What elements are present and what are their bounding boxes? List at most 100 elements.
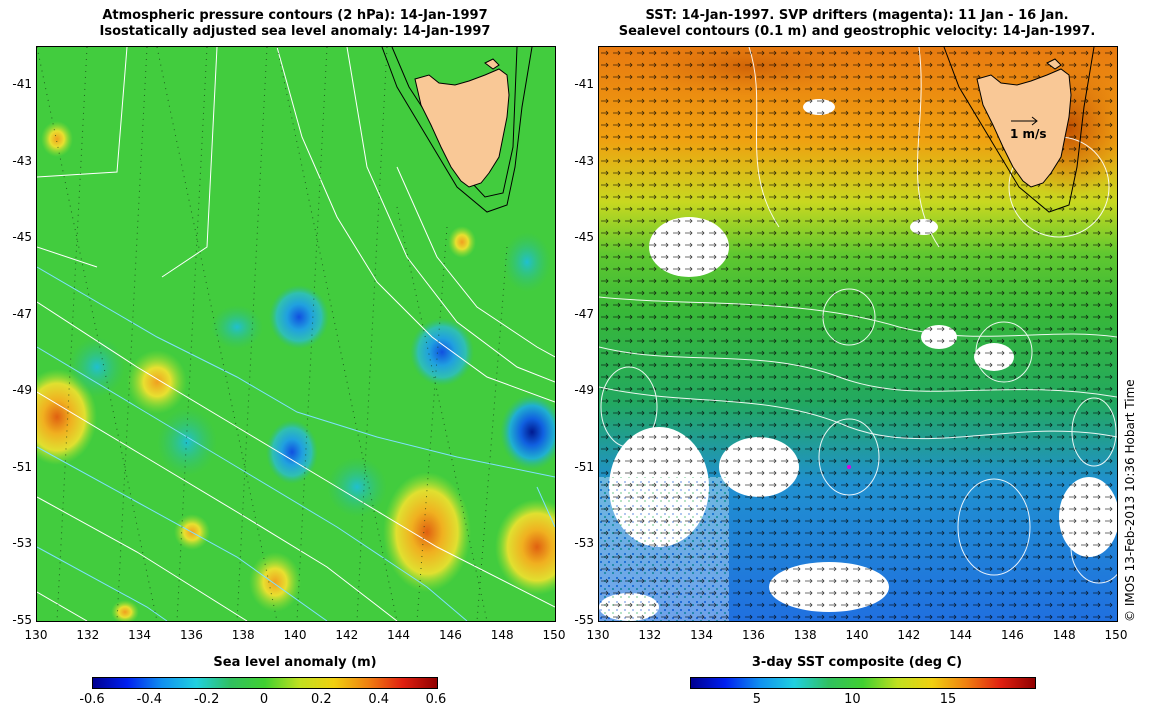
longitude-tick-label: 150 — [1104, 628, 1128, 642]
pressure-contour — [276, 47, 555, 403]
latitude-tick-label: -45 — [12, 230, 32, 245]
ssh-low-eddy — [269, 285, 329, 349]
colorbar-tick-label: 0.4 — [368, 692, 389, 707]
pressure-contour — [161, 47, 218, 278]
ssh-high-eddy — [41, 121, 73, 157]
colorbar-tick-label: 0.6 — [425, 692, 447, 707]
ssh-low-eddy — [503, 232, 551, 292]
ssh-low-eddy — [69, 337, 125, 397]
ssh-high-eddy — [249, 552, 301, 612]
sst-colorbar — [690, 677, 1036, 689]
latitude-tick-label: -43 — [12, 153, 32, 168]
ssh-low-eddy — [410, 318, 474, 386]
latitude-tick-label: -55 — [12, 613, 32, 627]
left-colorbar-title: Sea level anomaly (m) — [213, 655, 377, 670]
ssh-low-eddy — [500, 394, 555, 470]
right-map-title: SST: 14-Jan-1997. SVP drifters (magenta)… — [598, 8, 1116, 40]
longitude-tick-label: 148 — [490, 628, 514, 642]
pressure-contour — [37, 496, 248, 621]
longitude-tick-label: 136 — [741, 628, 765, 642]
pressure-contour — [37, 346, 468, 621]
tasmania-island — [484, 58, 500, 70]
sea-level-anomaly-map — [36, 46, 556, 622]
velocity-scale-label: 1 m/s — [1010, 127, 1047, 141]
ssh-high-eddy — [37, 369, 97, 465]
longitude-tick-label: 148 — [1052, 628, 1076, 642]
sealevel-contour — [599, 346, 1117, 398]
sealevel-contour — [1071, 397, 1117, 467]
svp-drifter — [847, 465, 851, 469]
sealevel-contour — [748, 47, 780, 228]
sea-level-colorbar — [92, 677, 438, 689]
pressure-contour — [37, 546, 168, 621]
bathymetry-contour — [381, 47, 533, 213]
ssh-high-eddy — [383, 472, 471, 592]
longitude-tick-label: 130 — [586, 628, 610, 642]
latitude-tick-label: -41 — [12, 77, 32, 92]
tasmania-landmass — [976, 68, 1072, 188]
ssh-low-eddy — [266, 420, 318, 484]
longitude-tick-label: 150 — [542, 628, 566, 642]
right-title-line2: Sealevel contours (0.1 m) and geostrophi… — [618, 24, 1096, 39]
sealevel-contour — [957, 478, 1031, 576]
pressure-contour — [37, 246, 98, 268]
longitude-tick-label: 132 — [76, 628, 100, 642]
colorbar-tick-label: -0.4 — [136, 692, 163, 707]
latitude-tick-label: -53 — [574, 536, 594, 551]
latitude-tick-label: -43 — [574, 153, 594, 168]
colorbar-tick-label: 0.2 — [310, 692, 332, 707]
longitude-tick-label: 136 — [179, 628, 203, 642]
latitude-tick-label: -41 — [574, 77, 594, 92]
longitude-tick-label: 138 — [793, 628, 817, 642]
colorbar-tick-label: 10 — [844, 692, 861, 707]
longitude-tick-label: 142 — [897, 628, 921, 642]
colorbar-tick-label: 0 — [259, 692, 269, 707]
ssh-high-eddy — [448, 226, 476, 258]
sealevel-contour — [600, 366, 658, 448]
longitude-tick-label: 140 — [283, 628, 307, 642]
colorbar-tick-label: 5 — [752, 692, 762, 707]
latitude-tick-label: -53 — [12, 536, 32, 551]
pressure-contour — [536, 486, 555, 528]
pressure-contour — [37, 591, 88, 621]
pressure-contour — [396, 166, 555, 358]
left-title-line1: Atmospheric pressure contours (2 hPa): 1… — [102, 8, 488, 23]
sealevel-contour — [975, 321, 1033, 383]
tasmania-landmass — [414, 68, 510, 188]
velocity-scale-arrow — [1011, 116, 1038, 126]
left-title-line2: Isostatically adjusted sea level anomaly… — [99, 24, 491, 39]
ssh-high-eddy — [495, 499, 555, 595]
latitude-tick-label: -49 — [574, 383, 594, 398]
latitude-tick-label: -47 — [574, 306, 594, 321]
sealevel-contour — [1070, 510, 1117, 584]
sealevel-contour — [599, 296, 1117, 338]
latitude-tick-label: -51 — [12, 459, 32, 474]
longitude-tick-label: 146 — [438, 628, 462, 642]
right-colorbar-title: 3-day SST composite (deg C) — [751, 655, 963, 670]
ssh-high-eddy — [127, 350, 187, 414]
longitude-tick-label: 144 — [387, 628, 411, 642]
left-map-title: Atmospheric pressure contours (2 hPa): 1… — [36, 8, 554, 40]
longitude-tick-label: 146 — [1000, 628, 1024, 642]
sealevel-contour — [818, 418, 880, 496]
latitude-tick-label: -55 — [574, 613, 594, 627]
imos-credit: © IMOS 13-Feb-2013 10:36 Hobart Time — [1123, 379, 1137, 622]
pressure-contour — [37, 266, 555, 478]
longitude-tick-label: 144 — [949, 628, 973, 642]
longitude-tick-label: 134 — [128, 628, 152, 642]
ssh-low-eddy — [211, 305, 263, 349]
latitude-tick-label: -49 — [12, 383, 32, 398]
right-title-line1: SST: 14-Jan-1997. SVP drifters (magenta)… — [645, 8, 1069, 23]
ground-track — [476, 246, 508, 621]
colorbar-tick-label: 15 — [939, 692, 957, 707]
ssh-low-eddy — [327, 457, 387, 517]
pressure-contour — [37, 391, 398, 621]
ssh-high-eddy — [111, 600, 139, 621]
pressure-contour — [37, 301, 555, 608]
bathymetry-contour — [943, 47, 1095, 213]
colorbar-tick-label: -0.2 — [193, 692, 220, 707]
sst-map — [598, 46, 1118, 622]
longitude-tick-label: 142 — [335, 628, 359, 642]
tasmania-island — [1046, 58, 1062, 70]
sealevel-contour — [599, 386, 1117, 440]
